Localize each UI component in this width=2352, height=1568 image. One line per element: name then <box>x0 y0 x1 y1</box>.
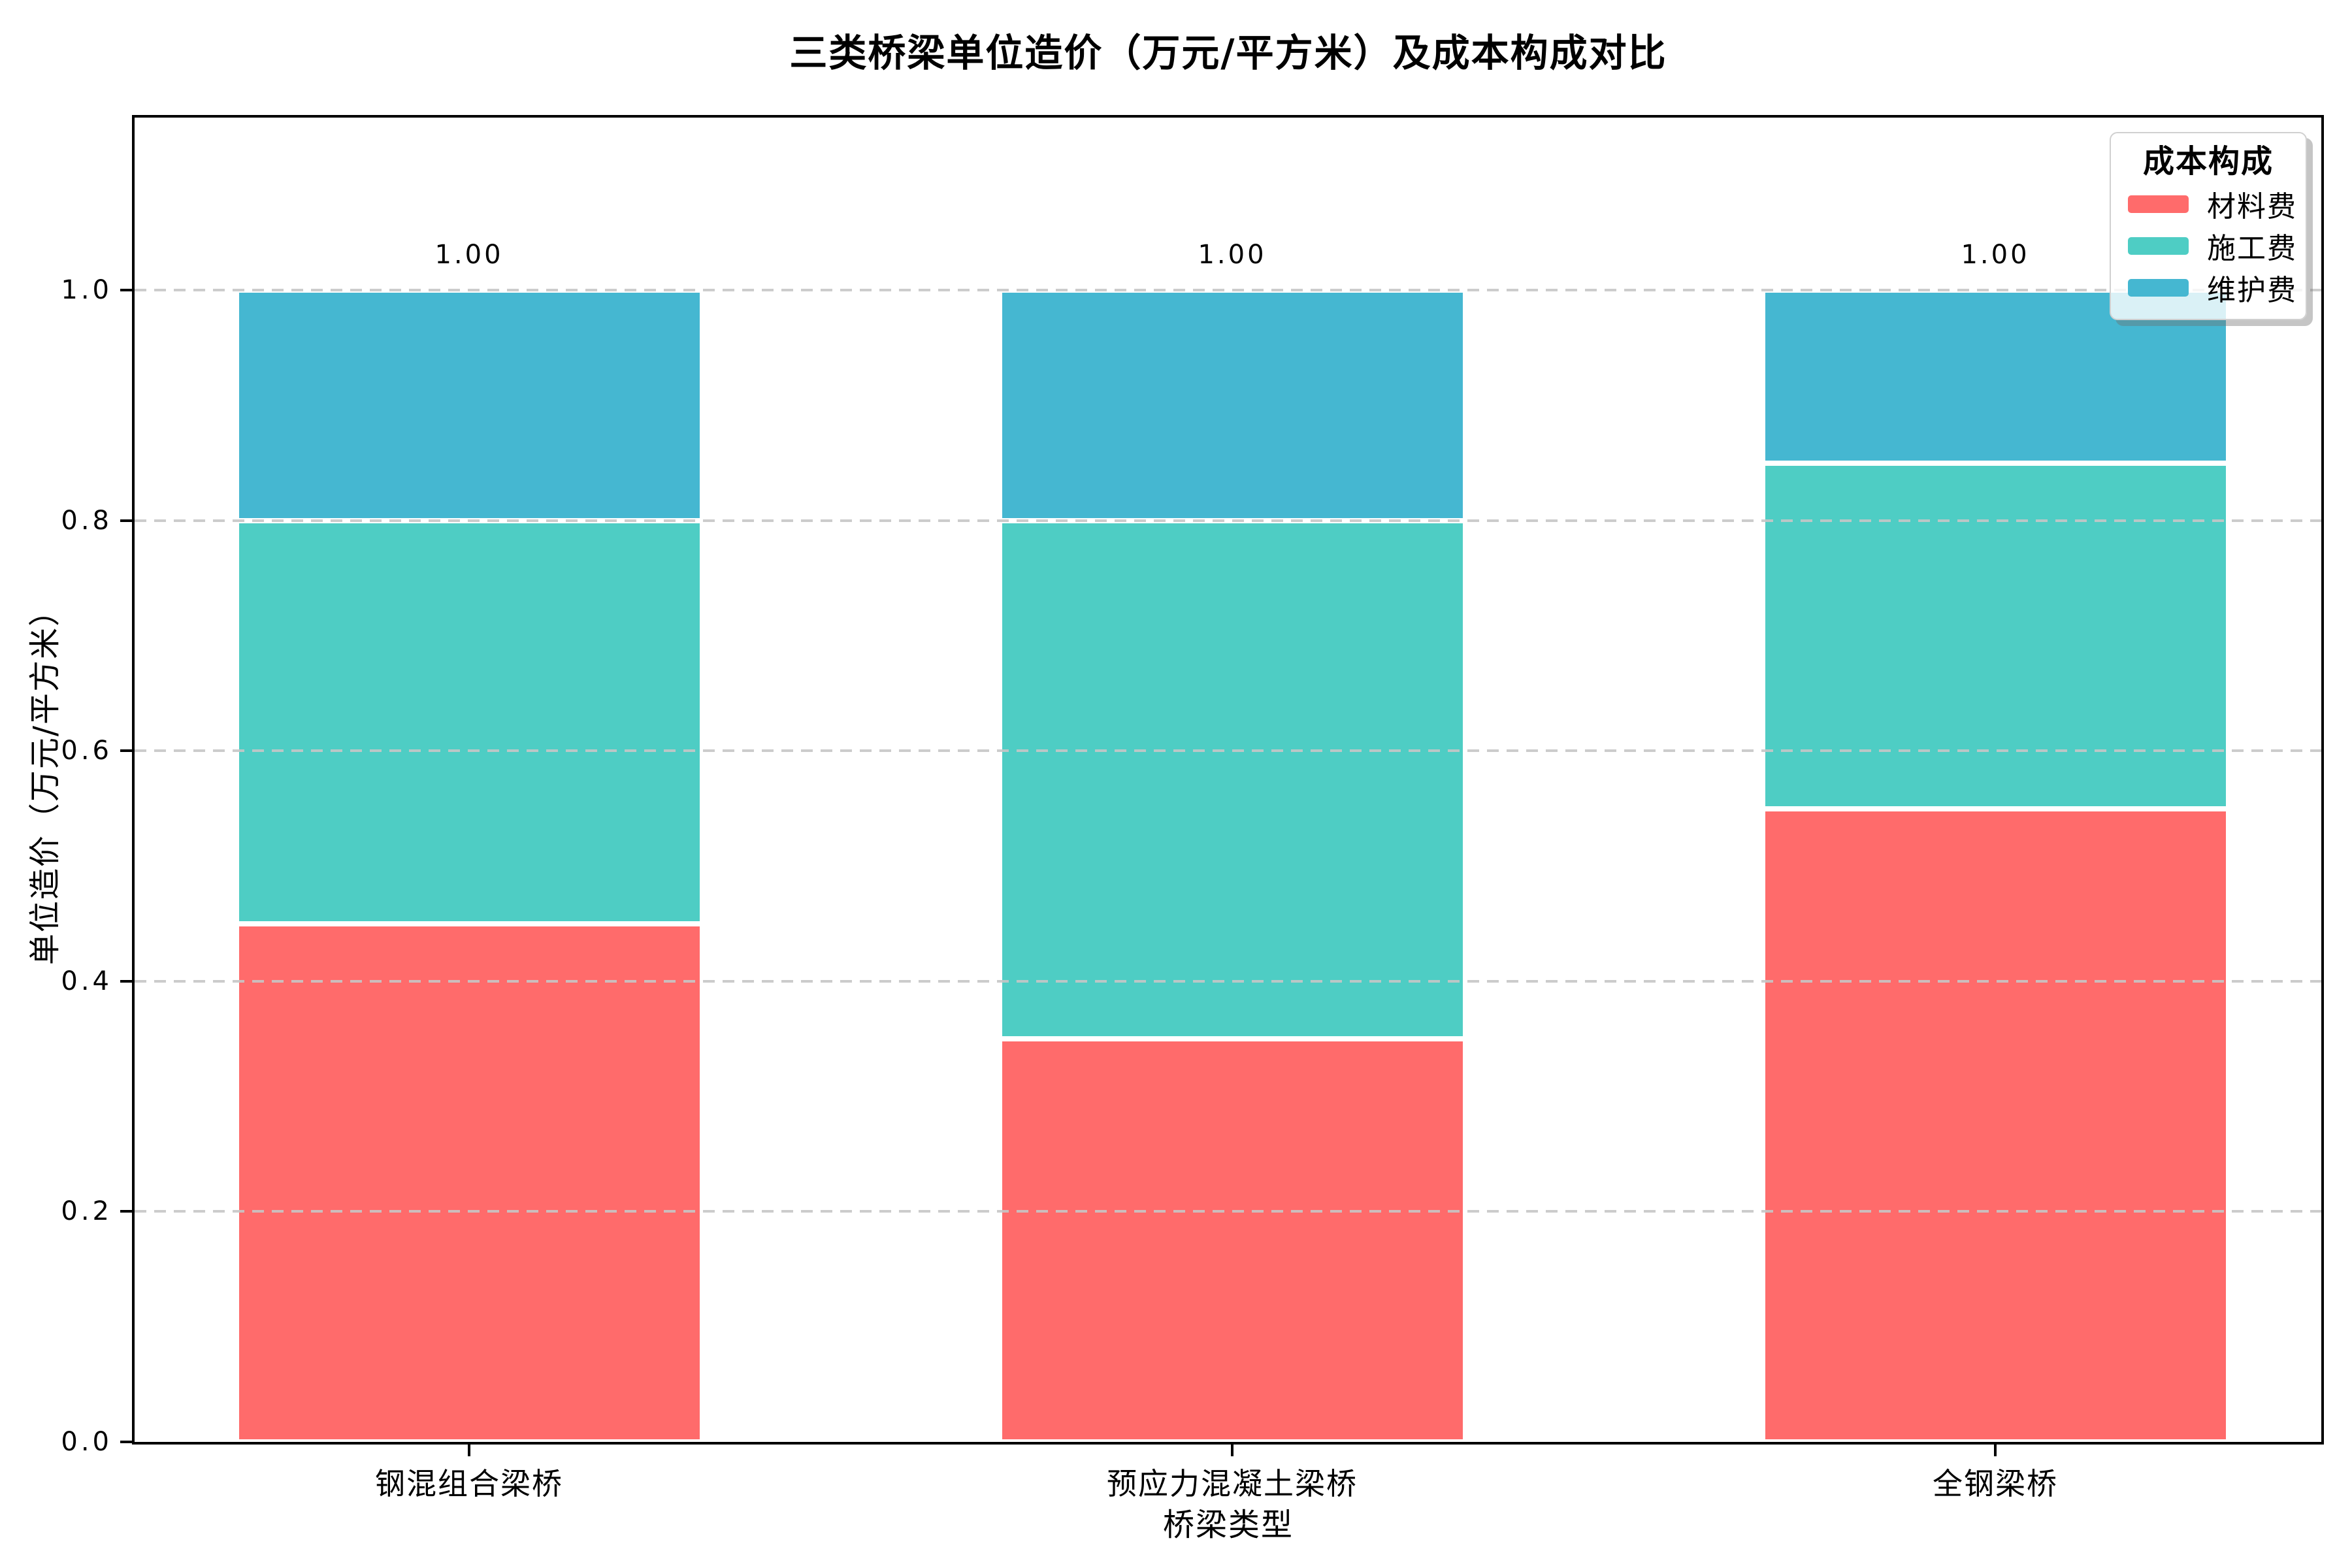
y-tick-label: 0.4 <box>61 966 112 996</box>
bar-total-label: 1.00 <box>434 240 504 270</box>
y-tick-label: 0.6 <box>61 736 112 766</box>
y-axis-label: 单位造价（万元/平方米） <box>27 593 63 966</box>
bar-total-label: 1.00 <box>1198 240 1267 270</box>
legend-item-label: 材料费 <box>2207 190 2297 223</box>
legend-item-construction: 施工费 <box>2124 225 2296 267</box>
legend-items: 材料费 施工费 维护费 <box>2124 183 2296 308</box>
x-tick-mark <box>468 1442 470 1456</box>
gridline-y <box>135 749 2321 753</box>
legend-item-maintenance: 维护费 <box>2124 267 2296 308</box>
bar-segment-materials <box>1762 808 2229 1442</box>
x-tick-mark <box>1231 1442 1233 1456</box>
bar <box>236 118 702 1442</box>
x-tick-label: 钢混组合梁桥 <box>375 1466 563 1501</box>
bar-segment-maintenance <box>236 290 702 521</box>
legend-title: 成本构成 <box>2142 143 2274 180</box>
x-tick-mark <box>1994 1442 1997 1456</box>
legend-item-materials: 材料费 <box>2124 183 2296 225</box>
y-tick-label: 0.8 <box>61 505 112 536</box>
x-tick-label: 全钢梁桥 <box>1933 1466 2058 1501</box>
legend-item-label: 施工费 <box>2207 232 2297 265</box>
bar-segment-materials <box>999 1039 1465 1442</box>
x-tick-label: 预应力混凝土梁桥 <box>1107 1466 1358 1501</box>
y-tick-mark <box>120 519 135 522</box>
bar <box>999 118 1465 1442</box>
y-tick-mark <box>120 289 135 292</box>
bar-segment-construction <box>1762 463 2229 809</box>
y-tick-mark <box>120 1210 135 1213</box>
bar-segment-maintenance <box>999 290 1465 521</box>
y-tick-label: 1.0 <box>61 275 112 306</box>
gridline-y <box>135 289 2321 292</box>
gridline-y <box>135 979 2321 983</box>
legend-swatch <box>2128 195 2189 213</box>
plot-area: 成本构成 材料费施工费维护费 0.0 0.2 0.4 0.6 0.8 1.0 1.00 钢混组… <box>61 115 2324 1501</box>
bar-segment-construction <box>236 520 702 924</box>
bar-total-label: 1.00 <box>1961 240 2030 270</box>
y-tick-mark <box>120 979 135 983</box>
y-tick-label: 0.2 <box>61 1196 112 1227</box>
bar-segment-construction <box>999 520 1465 1039</box>
chart-title: 三类桥梁单位造价（万元/平方米）及成本构成对比 <box>789 31 1667 75</box>
legend-swatch <box>2128 237 2189 255</box>
y-tick-mark <box>120 1441 135 1443</box>
legend: 成本构成 材料费施工费维护费 <box>2110 132 2307 320</box>
legend-swatch <box>2128 278 2189 297</box>
x-axis-label: 桥梁类型 <box>1162 1507 1294 1543</box>
gridline-y <box>135 519 2321 522</box>
legend-item-label: 维护费 <box>2207 274 2297 307</box>
y-tick-mark <box>120 749 135 753</box>
bar-segment-materials <box>236 923 702 1442</box>
y-tick-label: 0.0 <box>61 1427 112 1457</box>
gridline-y <box>135 1210 2321 1213</box>
